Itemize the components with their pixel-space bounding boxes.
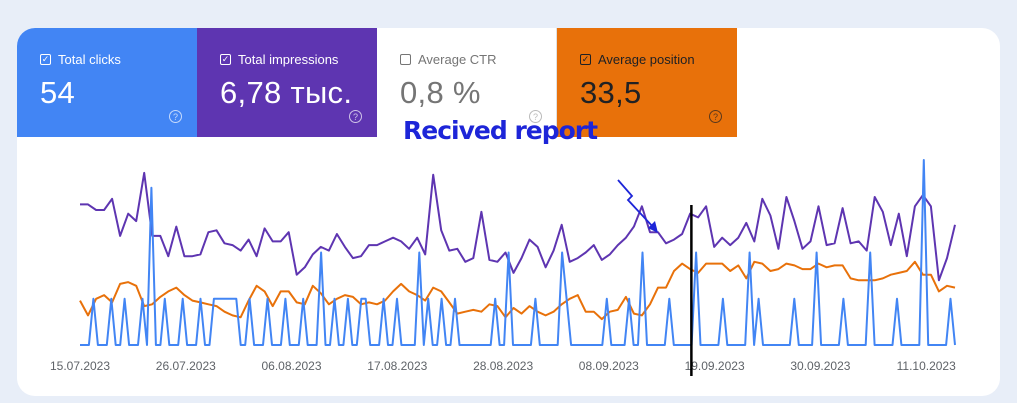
metric-average-position[interactable]: ✓ Average position 33,5 ? [557,28,737,137]
help-icon[interactable]: ? [529,110,542,123]
metric-label: Average CTR [418,52,497,67]
x-tick-label: 17.08.2023 [367,359,427,373]
help-icon[interactable]: ? [349,110,362,123]
metric-tiles: ✓ Total clicks 54 ? ✓ Total impressions … [17,28,737,137]
metric-label: Average position [598,52,695,67]
x-tick-label: 06.08.2023 [261,359,321,373]
help-icon[interactable]: ? [709,110,722,123]
checkbox-unchecked-icon[interactable] [400,54,411,65]
annotation-arrowhead [648,221,658,233]
metric-average-ctr[interactable]: Average CTR 0,8 % ? [377,28,557,137]
help-icon[interactable]: ? [169,110,182,123]
x-tick-label: 08.09.2023 [579,359,639,373]
metric-label: Total clicks [58,52,121,67]
performance-card: ✓ Total clicks 54 ? ✓ Total impressions … [17,28,1000,396]
x-tick-label: 15.07.2023 [50,359,110,373]
metric-total-impressions[interactable]: ✓ Total impressions 6,78 тыс. ? [197,28,377,137]
metric-label: Total impressions [238,52,339,67]
metric-total-clicks[interactable]: ✓ Total clicks 54 ? [17,28,197,137]
metric-value: 33,5 [580,75,642,110]
x-tick-label: 28.08.2023 [473,359,533,373]
x-tick-label: 11.10.2023 [897,359,956,373]
metric-value: 6,78 тыс. [220,75,353,110]
series-line-clicks [80,159,956,346]
metric-value: 0,8 % [400,75,481,110]
checkbox-checked-icon[interactable]: ✓ [220,54,231,65]
metric-value: 54 [40,75,76,110]
series-line-position [79,260,956,321]
checkbox-checked-icon[interactable]: ✓ [40,54,51,65]
annotation-arrow [617,179,655,229]
annotation-text: Recived report [403,116,598,145]
checkbox-checked-icon[interactable]: ✓ [580,54,591,65]
x-tick-label: 30.09.2023 [790,359,850,373]
x-tick-label: 26.07.2023 [156,359,216,373]
x-tick-label: 19.09.2023 [685,359,745,373]
series-line-impressions [80,171,956,282]
